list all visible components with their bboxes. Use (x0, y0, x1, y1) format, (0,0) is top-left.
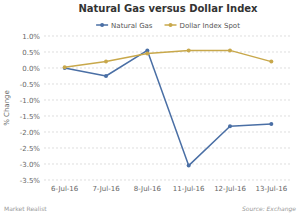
y-tick-label: -2.5% (20, 145, 41, 153)
grid (44, 36, 292, 180)
grid-line (44, 100, 292, 101)
series-marker (187, 48, 191, 52)
grid-line (44, 148, 292, 149)
legend-label: Dollar Index Spot (180, 22, 241, 30)
series-marker (269, 60, 273, 64)
legend-item: Natural Gas (96, 22, 153, 30)
grid-line (44, 68, 292, 69)
x-tick-label: 8-Jul-16 (134, 185, 162, 193)
title: Natural Gas versus Dollar Index (78, 3, 258, 14)
annotation: Source: Exchange (242, 205, 296, 213)
y-tick-label: -3.0% (20, 161, 41, 169)
series-marker (228, 124, 232, 128)
legend-marker (169, 23, 173, 27)
y-tick-label: -3.5% (20, 177, 41, 185)
grid-line (44, 164, 292, 165)
series-marker (269, 122, 273, 126)
x-tick-label: 11-Jul-16 (173, 185, 205, 193)
series-line (65, 50, 272, 165)
series-marker (104, 60, 108, 64)
chart-svg: Natural Gas versus Dollar Index 1.0% 0.5% 0… (0, 0, 300, 215)
legend-marker (100, 23, 104, 27)
x-tick-label: 7-Jul-16 (92, 185, 120, 193)
legend: Natural Gas Dollar Index Spot (96, 22, 240, 30)
chart-container: Natural Gas versus Dollar Index 1.0% 0.5% 0… (0, 0, 300, 215)
y-tick-label: 0.0% (22, 65, 40, 73)
series-marker (63, 66, 67, 70)
grid-line (44, 84, 292, 85)
y-tick-label: 0.5% (22, 49, 40, 57)
annotation: Market Realist (4, 205, 47, 212)
series-marker (63, 65, 67, 69)
x-tick-label: 12-Jul-16 (214, 185, 246, 193)
series-marker (228, 48, 232, 52)
series-marker (145, 52, 149, 56)
grid-line (44, 116, 292, 117)
grid-line (44, 36, 292, 37)
grid-line (44, 180, 292, 181)
x-tick-label: 13-Jul-16 (255, 185, 287, 193)
y-tick-label: -1.0% (20, 97, 41, 105)
x-tick-label: 6-Jul-16 (51, 185, 79, 193)
plot-area (63, 48, 274, 167)
series-line (65, 50, 272, 67)
series-marker (187, 164, 191, 168)
series-marker (104, 74, 108, 78)
y-tick-label: 1.0% (22, 33, 40, 41)
y-tick-label: -0.5% (20, 81, 41, 89)
legend-item: Dollar Index Spot (165, 22, 241, 30)
grid-line (44, 132, 292, 133)
y-tick-label: -1.5% (20, 113, 41, 121)
y-axis-label: % Change (3, 90, 11, 126)
legend-label: Natural Gas (111, 22, 153, 30)
y-tick-label: -2.0% (20, 129, 41, 137)
